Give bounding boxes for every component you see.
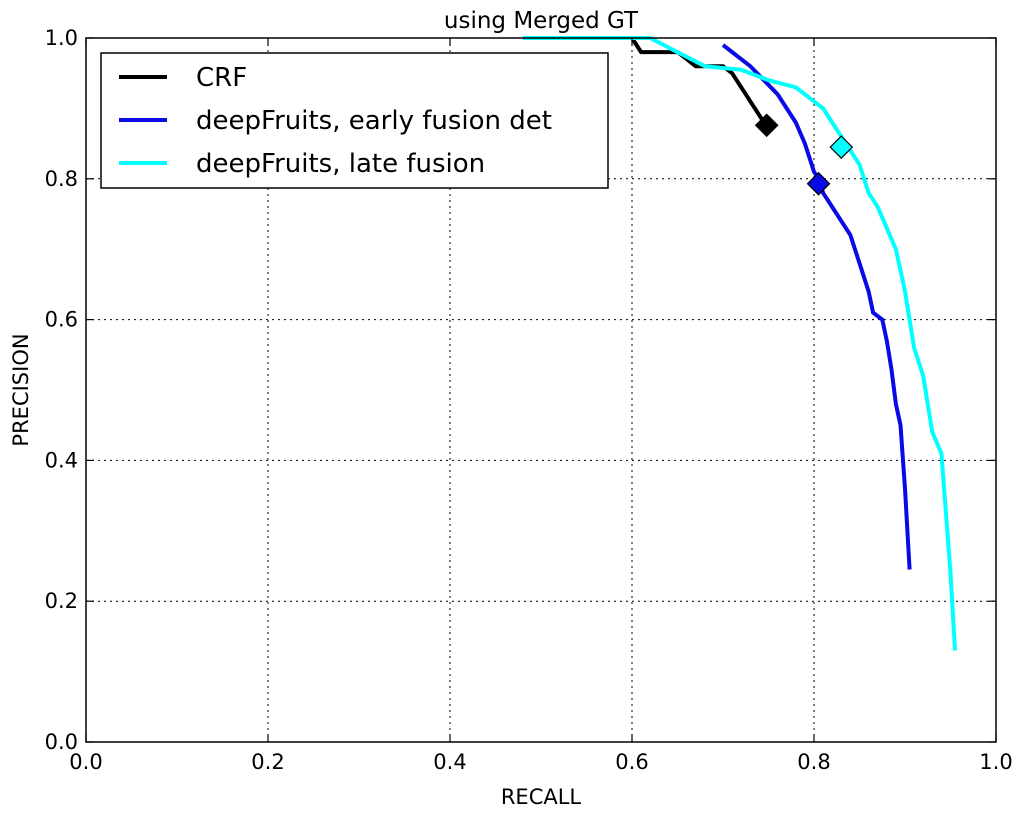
legend-label: deepFruits, late fusion xyxy=(196,149,485,179)
x-tick-label: 0.0 xyxy=(69,750,102,774)
series-markers xyxy=(754,113,854,196)
chart-title: using Merged GT xyxy=(444,8,639,34)
operating-point-marker-deepfruits-late-fusion xyxy=(829,135,854,159)
series-line-crf xyxy=(630,36,770,128)
plot-frame xyxy=(85,37,997,743)
y-tick-label: 0.0 xyxy=(45,730,78,754)
y-tick-label: 0.6 xyxy=(45,308,78,332)
series-line-deepfruits-early-fusion-det xyxy=(721,43,912,570)
x-tick-label: 0.4 xyxy=(433,750,466,774)
y-tick-label: 0.4 xyxy=(45,448,78,472)
x-axis-label: RECALL xyxy=(501,785,582,809)
x-tick-label: 0.2 xyxy=(251,750,284,774)
legend-label: CRF xyxy=(196,63,247,93)
x-tick-label: 0.6 xyxy=(615,750,648,774)
x-tick-label: 1.0 xyxy=(979,750,1012,774)
series-lines xyxy=(522,36,957,651)
x-tick-label: 0.8 xyxy=(797,750,830,774)
y-tick-label: 1.0 xyxy=(45,26,78,50)
y-axis-label: PRECISION xyxy=(9,333,33,446)
legend-box xyxy=(100,52,609,189)
y-tick-label: 0.8 xyxy=(45,167,78,191)
operating-point-marker-crf xyxy=(754,113,779,138)
operating-point-marker-deepfruits-early-fusion-det xyxy=(806,171,831,196)
axis-ticks: 0.0 0.2 0.4 0.6 0.8 1.0 0.0 0.2 0.4 0.6 0.8 1.0 xyxy=(45,26,1013,774)
series-line-deepfruits-late-fusion xyxy=(522,36,957,651)
legend: CRF deepFruits, early fusion det deepFruit… xyxy=(100,52,609,189)
legend-label: deepFruits, early fusion det xyxy=(196,106,552,136)
y-tick-label: 0.2 xyxy=(45,589,78,613)
